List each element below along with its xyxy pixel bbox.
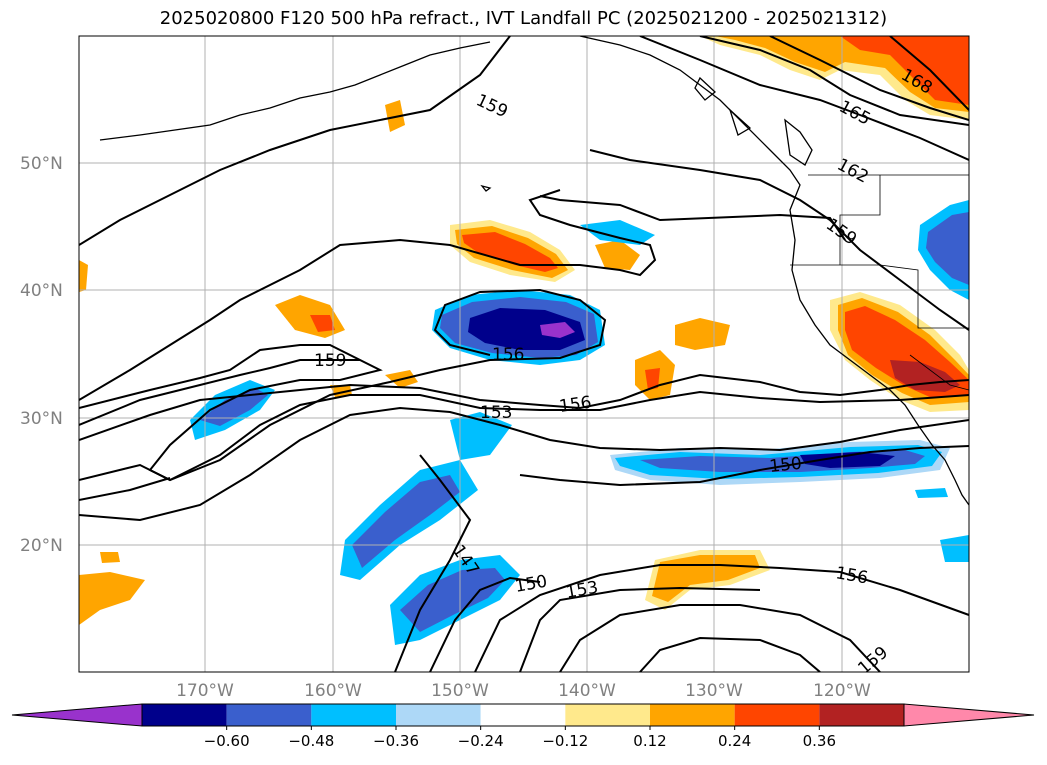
lat-label: 40°N: [20, 281, 63, 301]
colorbar-swatch: [650, 704, 735, 726]
colorbar-swatch: [734, 704, 820, 726]
colorbar-outline: [141, 703, 905, 727]
lat-label: 30°N: [20, 409, 63, 429]
colorbar-swatch: [565, 704, 650, 726]
lon-label: 170°W: [176, 681, 234, 701]
contour-label: 159: [314, 351, 346, 371]
contour-label: 156: [558, 393, 593, 417]
map-title: 2025020800 F120 500 hPa refract., IVT La…: [159, 8, 888, 29]
contour-label: 153: [480, 403, 512, 423]
contour-lines: [79, 36, 969, 672]
contour-label: 156: [492, 345, 524, 365]
lat-labels: 50°N 40°N 30°N 20°N: [20, 154, 63, 556]
lon-labels: 170°W 160°W 150°W 140°W 130°W 120°W: [176, 681, 871, 701]
contour-label: 150: [768, 454, 802, 477]
borders: [790, 174, 969, 391]
colorbar-tick-label: −0.36: [373, 732, 419, 750]
colorbar-tick-label: −0.48: [288, 732, 334, 750]
colorbar-tick-label: −0.24: [458, 732, 504, 750]
colorbar: −0.60 −0.48 −0.36 −0.24 −0.12 0.12 0.24 0.36: [11, 703, 1035, 750]
plot-frame: [78, 35, 970, 673]
colorbar-arrow-right: [903, 703, 1035, 727]
colorbar-tick-label: 0.36: [803, 732, 836, 750]
colorbar-swatch: [819, 704, 904, 726]
colorbar-tick-label: 0.12: [633, 732, 666, 750]
lon-label: 120°W: [813, 681, 871, 701]
colorbar-swatch: [311, 704, 396, 726]
shaded-field: [79, 36, 969, 645]
colorbar-tick-label: 0.24: [718, 732, 751, 750]
coastlines: [99, 36, 969, 506]
lat-label: 20°N: [20, 536, 63, 556]
lat-label: 50°N: [20, 154, 63, 174]
lon-label: 130°W: [685, 681, 743, 701]
colorbar-swatch: [480, 704, 566, 726]
lon-label: 160°W: [304, 681, 362, 701]
lon-label: 150°W: [431, 681, 489, 701]
colorbar-tick-label: −0.12: [542, 732, 588, 750]
lon-label: 140°W: [558, 681, 616, 701]
colorbar-swatch: [226, 704, 312, 726]
colorbar-arrow-left: [11, 703, 143, 727]
colorbar-tick-label: −0.60: [204, 732, 250, 750]
colorbar-swatch: [142, 704, 227, 726]
colorbar-swatch: [396, 704, 481, 726]
